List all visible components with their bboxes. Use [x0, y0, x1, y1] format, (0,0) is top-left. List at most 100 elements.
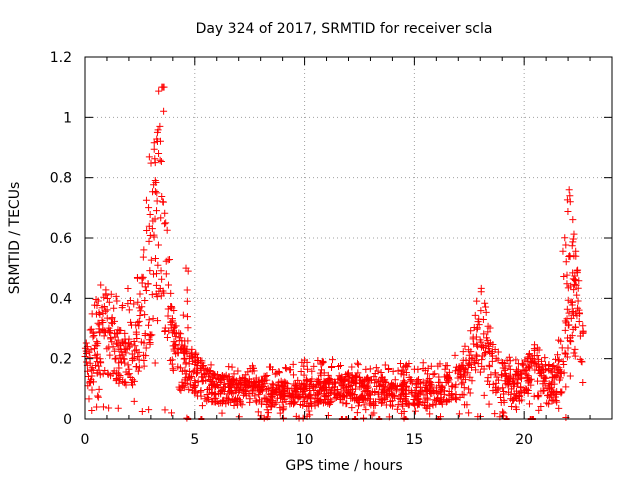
data-point: [268, 366, 276, 374]
data-point: [305, 402, 313, 410]
data-point: [352, 373, 360, 381]
data-point: [174, 349, 182, 357]
data-point: [177, 386, 185, 394]
data-point: [412, 390, 420, 398]
data-point: [403, 400, 411, 408]
data-point: [320, 390, 328, 398]
data-point: [142, 352, 150, 360]
data-point: [88, 310, 96, 318]
data-point: [202, 365, 210, 373]
data-point: [560, 360, 568, 368]
data-point: [147, 332, 155, 340]
data-point: [393, 382, 401, 390]
data-point: [151, 159, 159, 167]
data-point: [564, 208, 572, 216]
data-point: [156, 156, 164, 164]
data-point: [568, 242, 576, 250]
data-point: [167, 324, 175, 332]
data-point: [501, 370, 509, 378]
data-point: [414, 365, 422, 373]
data-point: [226, 377, 234, 385]
data-point: [262, 372, 270, 380]
data-point: [134, 298, 142, 306]
data-point: [153, 207, 161, 215]
data-point: [551, 393, 559, 401]
data-point: [246, 395, 254, 403]
data-point: [104, 369, 112, 377]
data-point: [103, 294, 111, 302]
data-point: [429, 371, 437, 379]
data-point: [145, 153, 153, 161]
data-point: [445, 368, 453, 376]
data-point: [138, 408, 146, 416]
data-point: [148, 291, 156, 299]
data-point: [153, 197, 161, 205]
data-point: [561, 349, 569, 357]
data-point: [484, 336, 492, 344]
data-point: [377, 369, 385, 377]
data-point: [481, 299, 489, 307]
data-point: [326, 376, 334, 384]
data-point: [354, 369, 362, 377]
data-point: [127, 318, 135, 326]
data-point: [441, 365, 449, 373]
data-point: [435, 378, 443, 386]
data-point: [420, 391, 428, 399]
x-tick-label: 5: [190, 432, 199, 448]
data-point: [224, 383, 232, 391]
data-point: [155, 150, 163, 158]
data-point: [579, 329, 587, 337]
data-point: [565, 309, 573, 317]
data-point: [480, 330, 488, 338]
data-point: [88, 372, 96, 380]
data-point: [473, 341, 481, 349]
data-point: [501, 360, 509, 368]
data-point: [134, 353, 142, 361]
data-point: [82, 358, 90, 366]
data-point: [122, 381, 130, 389]
data-point: [130, 337, 138, 345]
data-point: [434, 362, 442, 370]
data-point: [530, 352, 538, 360]
data-point: [364, 395, 372, 403]
data-point: [107, 335, 115, 343]
data-point: [399, 389, 407, 397]
data-point: [225, 363, 233, 371]
data-point: [467, 348, 475, 356]
data-point: [168, 360, 176, 368]
data-point: [114, 370, 122, 378]
data-point: [183, 297, 191, 305]
data-point: [548, 397, 556, 405]
data-point: [170, 338, 178, 346]
data-point: [220, 373, 228, 381]
data-point: [367, 376, 375, 384]
data-point: [242, 387, 250, 395]
data-point: [370, 409, 378, 417]
data-point: [280, 405, 288, 413]
data-point: [297, 367, 305, 375]
x-tick-label: 15: [405, 432, 423, 448]
data-point: [575, 317, 583, 325]
data-point: [172, 333, 180, 341]
data-point: [381, 376, 389, 384]
data-point: [137, 307, 145, 315]
data-point: [275, 367, 283, 375]
x-tick-label: 0: [81, 432, 90, 448]
data-point: [164, 305, 172, 313]
data-point: [562, 241, 570, 249]
data-point: [388, 397, 396, 405]
data-point: [348, 371, 356, 379]
data-point: [505, 353, 513, 361]
data-point: [290, 380, 298, 388]
data-point: [169, 366, 177, 374]
x-axis-label: GPS time / hours: [285, 458, 402, 474]
data-point: [482, 308, 490, 316]
data-point: [124, 361, 132, 369]
data-point: [300, 362, 308, 370]
data-point: [460, 391, 468, 399]
data-point: [303, 365, 311, 373]
data-point: [452, 363, 460, 371]
data-point: [371, 370, 379, 378]
data-point: [537, 357, 545, 365]
data-point: [88, 386, 96, 394]
